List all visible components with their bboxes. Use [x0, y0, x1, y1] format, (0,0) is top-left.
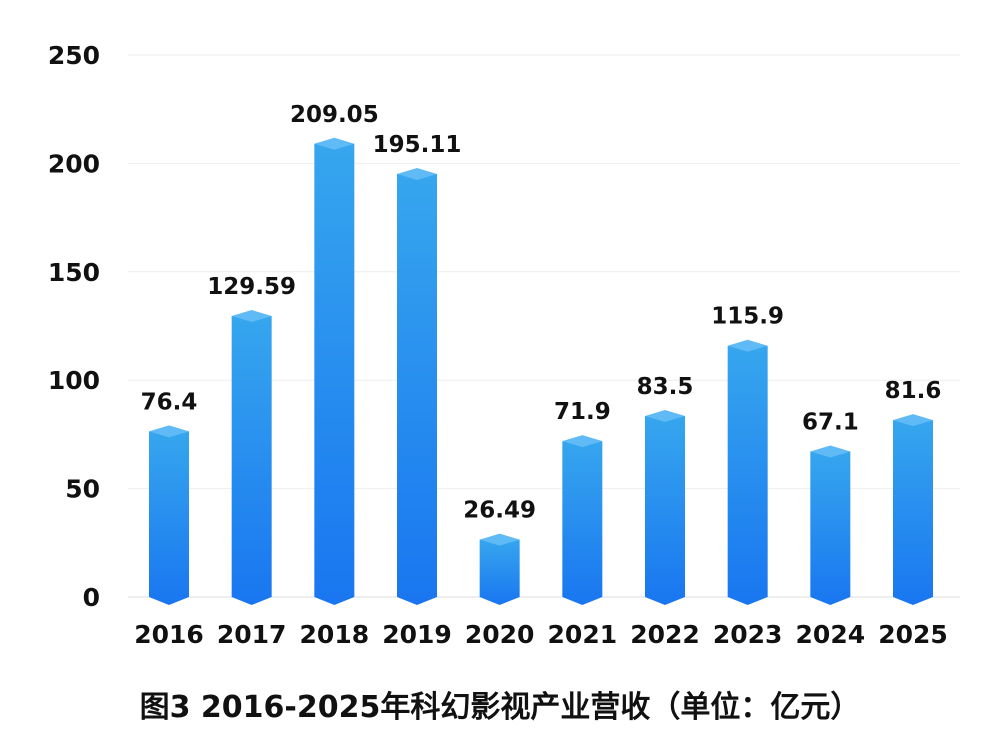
bar-body	[149, 431, 189, 605]
x-tick-label: 2024	[796, 620, 866, 649]
bar-cap	[727, 339, 768, 352]
bar-body	[562, 441, 603, 605]
data-label: 129.59	[207, 274, 296, 300]
x-tick-label: 2025	[878, 620, 948, 649]
bar-cap	[645, 409, 685, 422]
bar-2024	[810, 445, 851, 605]
bar-body	[727, 345, 768, 605]
bar-body	[893, 420, 933, 605]
chart-title: 图3 2016-2025年科幻影视产业营收（单位：亿元）	[139, 690, 861, 725]
bar-2021	[562, 435, 603, 605]
bar-body	[810, 451, 851, 605]
y-tick-label: 200	[48, 149, 100, 178]
bar-cap	[397, 168, 437, 181]
bar-chart: 0 50 100 150 200 250 76.4 2016 129.59 2017 209.05 2…	[48, 41, 960, 649]
bar-2017	[231, 310, 272, 605]
bar-cap	[479, 533, 520, 546]
data-label: 83.5	[637, 374, 694, 400]
data-label: 195.11	[373, 132, 462, 158]
x-tick-label: 2023	[713, 620, 783, 649]
x-tick-label: 2016	[134, 620, 204, 649]
bar-cap	[893, 414, 933, 427]
bar-body	[479, 539, 520, 605]
bar-cap	[314, 137, 355, 150]
y-tick-label: 150	[48, 258, 100, 287]
bar-cap	[231, 310, 272, 323]
data-label: 71.9	[554, 399, 611, 425]
data-label: 67.1	[802, 410, 859, 436]
bar-cap	[810, 445, 851, 458]
x-tick-label: 2018	[300, 620, 370, 649]
x-tick-label: 2019	[382, 620, 452, 649]
bar-cap	[562, 435, 603, 448]
data-label: 115.9	[711, 304, 784, 330]
bar-cap	[149, 425, 189, 438]
bar-2018	[314, 137, 355, 605]
bar-body	[397, 174, 437, 605]
bar-body	[231, 316, 272, 605]
y-tick-label: 250	[48, 41, 100, 70]
bar-2025	[893, 414, 933, 605]
bar-2022	[645, 409, 685, 605]
data-label: 81.6	[885, 378, 942, 404]
x-tick-label: 2020	[465, 620, 535, 649]
bar-body	[314, 143, 355, 605]
y-tick-label: 50	[65, 475, 100, 504]
bar-body	[645, 415, 685, 605]
y-tick-label: 100	[48, 366, 100, 395]
data-label: 26.49	[463, 498, 536, 524]
bar-2023	[727, 339, 768, 605]
data-label: 76.4	[141, 389, 198, 415]
y-tick-label: 0	[83, 583, 100, 612]
data-label: 209.05	[290, 102, 379, 128]
bar-2020	[479, 533, 520, 605]
x-tick-label: 2017	[217, 620, 287, 649]
bar-2019	[397, 168, 437, 605]
x-tick-label: 2022	[630, 620, 700, 649]
x-tick-label: 2021	[548, 620, 618, 649]
bar-2016	[149, 425, 189, 605]
